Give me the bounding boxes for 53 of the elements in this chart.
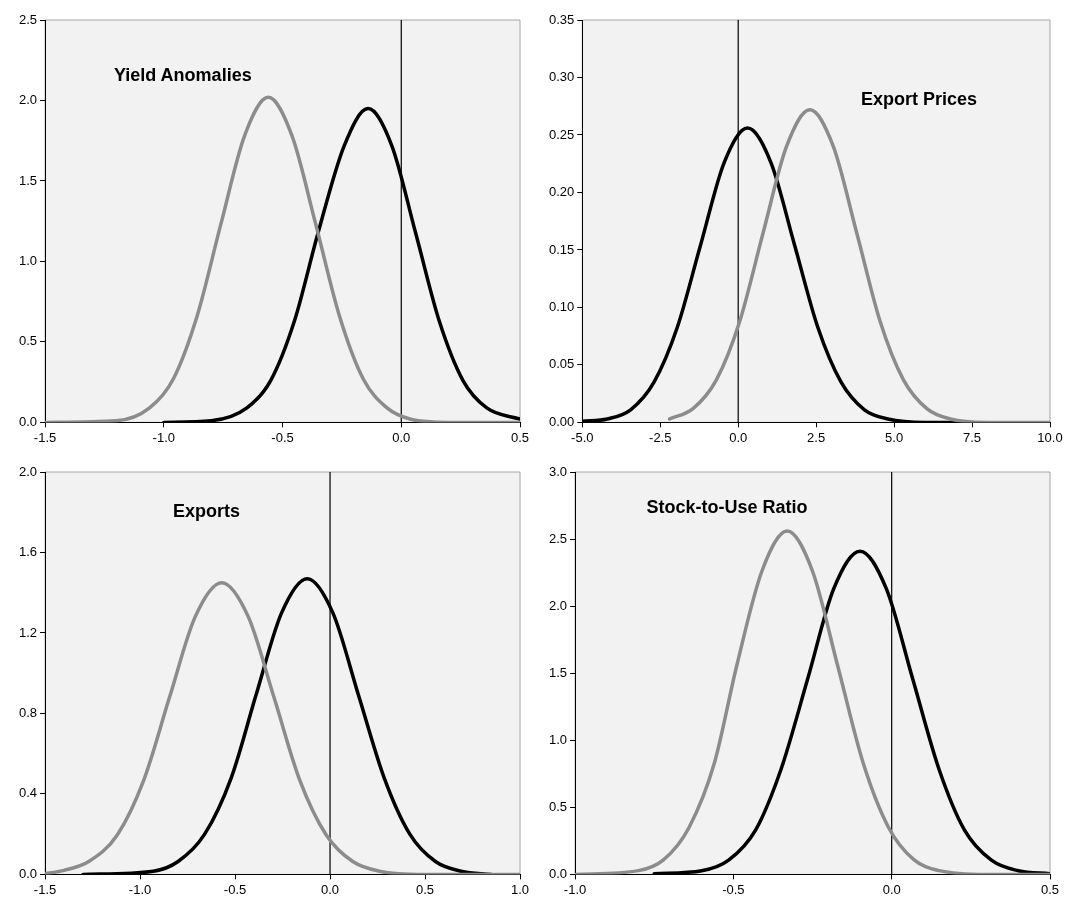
x-tick-label: -2.5 — [649, 429, 672, 445]
x-tick-label: 10.0 — [1037, 429, 1063, 445]
x-tick-label: -1.0 — [128, 881, 152, 897]
x-tick-label: -5.0 — [571, 429, 594, 445]
y-tick-label: 2.0 — [18, 463, 38, 479]
x-tick-label: 2.5 — [807, 429, 826, 445]
y-tick-label: 0.0 — [18, 865, 38, 881]
x-tick-label: 1.0 — [510, 881, 530, 897]
x-tick-label: 0.5 — [1040, 881, 1060, 897]
x-tick-label: 0.0 — [882, 881, 901, 897]
x-tick-label: 0.0 — [392, 429, 411, 445]
y-tick-label: 0.35 — [548, 11, 575, 27]
y-tick-label: 3.0 — [548, 463, 568, 479]
y-tick-label: 2.0 — [18, 92, 38, 108]
x-tick-label: -1.5 — [33, 429, 57, 445]
y-tick-label: 0.5 — [548, 798, 568, 814]
y-tick-label: 0.05 — [548, 356, 575, 372]
x-tick-label: -0.5 — [722, 881, 745, 897]
y-tick-label: 1.0 — [548, 731, 568, 747]
y-tick-label: 0.30 — [548, 69, 575, 85]
y-tick-label: 1.5 — [548, 664, 568, 680]
x-tick-label: -1.5 — [33, 881, 57, 897]
text: Exports — [173, 501, 241, 522]
y-tick-label: 2.0 — [548, 597, 568, 613]
y-tick-label: 0.5 — [18, 333, 38, 349]
text: Yield Anomalies — [113, 65, 252, 86]
y-tick-label: 0.10 — [548, 299, 575, 315]
x-tick-label: -1.0 — [563, 881, 587, 897]
x-tick-label: -0.5 — [271, 429, 294, 445]
text: Stock-to-Use Ratio — [646, 497, 808, 518]
y-tick-label: 1.0 — [18, 253, 38, 269]
y-tick-label: 0.4 — [18, 785, 38, 801]
x-tick-label: 0.0 — [729, 429, 748, 445]
text: Export Prices — [861, 89, 978, 110]
y-tick-label: 0.20 — [548, 184, 575, 200]
x-tick-label: 0.0 — [320, 881, 340, 897]
y-tick-label: 2.5 — [18, 11, 38, 27]
x-tick-label: 7.5 — [963, 429, 982, 445]
y-tick-label: 0.0 — [18, 413, 38, 429]
x-tick-label: -0.5 — [223, 881, 247, 897]
y-tick-label: 0.0 — [548, 865, 568, 881]
x-tick-label: 5.0 — [885, 429, 904, 445]
y-tick-label: 0.25 — [548, 126, 575, 142]
y-tick-label: 0.15 — [548, 241, 575, 257]
y-tick-label: 1.2 — [18, 624, 38, 640]
y-tick-label: 1.5 — [18, 172, 38, 188]
x-tick-label: 0.5 — [510, 429, 530, 445]
y-tick-label: 0.8 — [18, 705, 38, 721]
x-tick-label: 0.5 — [415, 881, 435, 897]
y-tick-label: 0.00 — [548, 413, 575, 429]
y-tick-label: 2.5 — [548, 530, 568, 546]
y-tick-label: 1.6 — [18, 544, 38, 560]
x-tick-label: -1.0 — [152, 429, 176, 445]
